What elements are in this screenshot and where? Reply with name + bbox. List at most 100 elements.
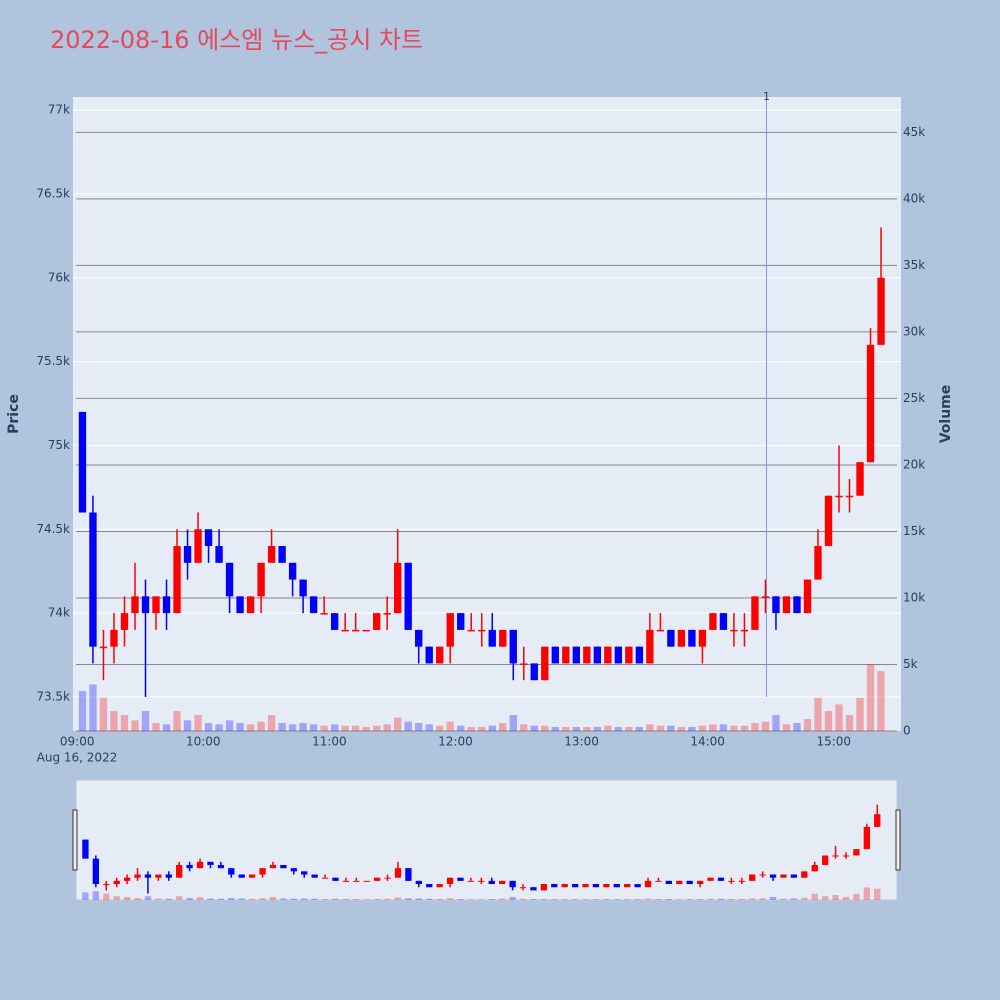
y2-tick-label: 25k [903, 391, 925, 405]
mini-volume-bar [676, 899, 683, 900]
volume-bar [446, 721, 454, 731]
mini-volume-bar [207, 898, 214, 900]
range-handle[interactable] [72, 809, 78, 871]
range-slider[interactable] [75, 779, 898, 901]
volume-bar [383, 724, 391, 731]
volume-bar [246, 724, 255, 731]
mini-volume-bar [832, 894, 839, 900]
mini-candle-body [530, 887, 537, 891]
candle-body [604, 646, 612, 664]
volume-bar [267, 715, 276, 731]
mini-volume-bar [592, 899, 600, 900]
candle-body [152, 596, 160, 614]
candle-body [89, 512, 97, 647]
mini-candle-body [321, 877, 329, 879]
candle-body [215, 546, 223, 563]
mini-candle-body [717, 877, 725, 881]
mini-volume-bar [176, 896, 183, 900]
candle-body [751, 596, 759, 630]
candle-body [866, 344, 875, 463]
mini-candle-body [499, 880, 506, 885]
volume-bar [667, 725, 675, 731]
candle-body [488, 629, 496, 647]
volume-bar [309, 724, 318, 731]
mini-volume-bar [811, 893, 818, 900]
mini-volume-bar [665, 898, 673, 900]
volume-bar [341, 725, 349, 731]
candle-body [194, 529, 202, 563]
mini-volume-bar [644, 898, 652, 900]
candle-body [835, 495, 843, 498]
mini-candle-body [582, 884, 589, 888]
candle-body [415, 629, 423, 647]
candle-body [183, 546, 192, 563]
x-tick-label: 13:00 [564, 735, 599, 749]
y2-tick-label: 35k [903, 258, 925, 272]
mini-volume-bar [863, 887, 870, 900]
mini-candle-body [446, 877, 454, 885]
candle-body [110, 629, 118, 647]
candle-body [299, 579, 307, 597]
mini-volume-bar [113, 896, 120, 900]
mini-candle-body [509, 880, 516, 888]
mini-candle-body [540, 884, 547, 891]
mini-candle-body [655, 880, 662, 882]
mini-volume-bar [624, 899, 631, 900]
mini-candle-body [759, 874, 766, 876]
volume-bar [394, 717, 402, 731]
mini-volume-bar [82, 892, 89, 900]
volume-bar [656, 725, 665, 731]
candle-body [351, 629, 360, 632]
mini-candle-body [113, 880, 120, 885]
volume-bar [236, 723, 244, 731]
mini-candle-body [103, 884, 110, 886]
candle-body [572, 646, 580, 664]
volume-bar [541, 725, 549, 731]
volume-bar [604, 725, 612, 731]
candle-body [225, 562, 234, 597]
y-tick-label: 76k [48, 270, 70, 284]
mini-volume-bar [634, 899, 641, 900]
mini-candle-body [394, 868, 402, 878]
y-tick-label: 75.5k [36, 354, 70, 368]
y2-tick-label: 20k [903, 457, 925, 471]
mini-candle-body [165, 874, 172, 878]
mini-volume-bar [822, 896, 829, 900]
candle-body [772, 596, 780, 614]
mini-candle-body [332, 877, 339, 881]
y-tick-label: 76.5k [36, 186, 70, 200]
candle-body [99, 646, 108, 649]
mini-candle-body [728, 880, 735, 882]
candle-body [688, 629, 696, 647]
volume-bar [740, 725, 749, 731]
y2-tick-label: 45k [903, 125, 925, 139]
mini-volume-bar [217, 898, 225, 900]
mini-candle-body [696, 880, 704, 885]
candle-body [204, 529, 213, 547]
mini-volume-bar [290, 898, 297, 900]
volume-bar [562, 727, 570, 731]
volume-bar [866, 664, 875, 731]
mini-candle-body [301, 871, 308, 875]
mini-candle-body [217, 864, 225, 869]
range-handle[interactable] [895, 809, 901, 871]
candle-body [583, 646, 591, 664]
volume-bar [877, 671, 885, 731]
volume-bar [824, 711, 833, 731]
mini-volume-bar [196, 896, 204, 900]
candle-body [141, 596, 150, 614]
candle-body [267, 546, 276, 563]
plot-area [73, 97, 901, 731]
candle-body [761, 596, 770, 598]
mini-candle-body [551, 884, 558, 888]
y-tick-label: 74.5k [36, 522, 70, 536]
mini-volume-bar [780, 898, 787, 900]
volume-bar [257, 721, 265, 731]
candle-body [436, 646, 444, 664]
volume-bar [688, 727, 696, 731]
mini-volume-bar [509, 896, 516, 900]
mini-volume-bar [686, 899, 693, 900]
volume-bar [499, 723, 507, 731]
candle-body [120, 613, 129, 630]
mini-candle-body [478, 880, 485, 882]
